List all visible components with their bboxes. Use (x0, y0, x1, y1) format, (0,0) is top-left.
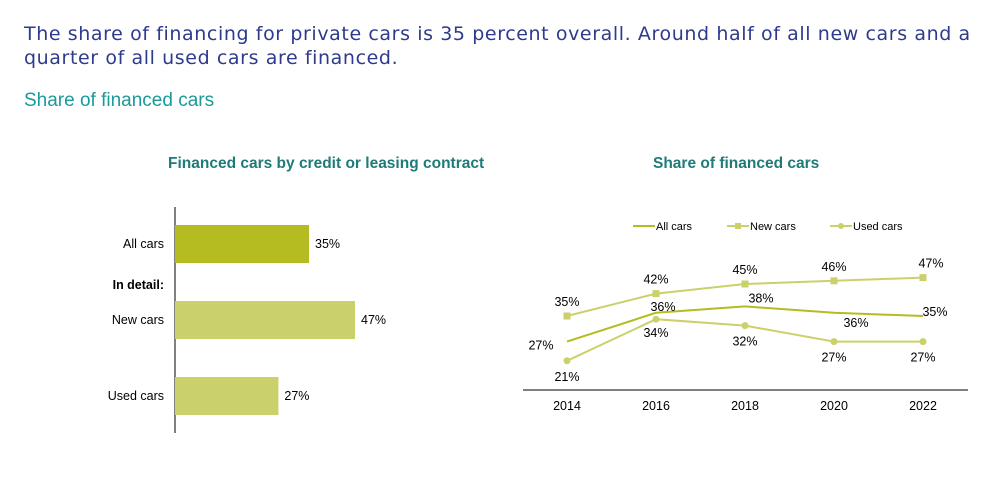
bar-category-label: All cars (123, 237, 164, 251)
data-label-used-cars: 34% (643, 326, 668, 340)
data-label-all-cars: 36% (650, 300, 675, 314)
point-used-cars (741, 322, 749, 330)
x-tick-label: 2022 (909, 399, 937, 413)
bar-chart: All cars 35% New cars 47% Used cars 27% In det… (108, 207, 386, 433)
x-tick-label: 2016 (642, 399, 670, 413)
bar-all-cars (175, 225, 310, 263)
data-label-used-cars: 21% (554, 370, 579, 384)
line-chart: 2014 2016 2018 2020 2022 27% 36% 38% 36% 35% 35% 42… (523, 221, 968, 413)
point-used-cars (830, 338, 838, 346)
point-new-cars (830, 277, 838, 285)
x-tick-label: 2014 (553, 399, 581, 413)
bar-category-label: New cars (112, 313, 164, 327)
bar-new-cars (175, 301, 355, 339)
data-label-all-cars: 38% (748, 291, 773, 305)
data-label-new-cars: 47% (918, 257, 943, 271)
data-label-used-cars: 32% (732, 335, 757, 349)
bar-value-label: 35% (315, 237, 340, 251)
line-chart-title: Share of financed cars (653, 155, 820, 172)
data-label-used-cars: 27% (821, 351, 846, 365)
data-label-used-cars: 27% (910, 351, 935, 365)
point-new-cars (741, 280, 749, 288)
point-used-cars (919, 338, 927, 346)
point-new-cars (563, 312, 571, 320)
legend-marker-used-cars (838, 223, 844, 229)
data-label-all-cars: 27% (528, 339, 553, 353)
data-label-new-cars: 46% (821, 260, 846, 274)
data-label-all-cars: 35% (922, 305, 947, 319)
data-label-new-cars: 42% (643, 273, 668, 287)
point-used-cars (563, 357, 571, 365)
legend-marker-new-cars (735, 223, 741, 229)
data-label-new-cars: 45% (732, 263, 757, 277)
bar-used-cars (175, 377, 279, 415)
data-label-all-cars: 36% (843, 316, 868, 330)
legend-label-all-cars: All cars (656, 221, 693, 233)
bar-value-label: 47% (361, 313, 386, 327)
data-label-new-cars: 35% (554, 295, 579, 309)
x-tick-label: 2020 (820, 399, 848, 413)
bar-category-label: Used cars (108, 389, 164, 403)
section-label: In detail: (113, 278, 164, 292)
point-new-cars (919, 274, 927, 282)
bar-chart-title: Financed cars by credit or leasing contr… (168, 155, 485, 172)
headline: The share of financing for private cars … (24, 23, 971, 69)
bar-value-label: 27% (284, 389, 309, 403)
point-new-cars (652, 290, 660, 298)
legend-label-new-cars: New cars (750, 221, 796, 233)
legend-label-used-cars: Used cars (853, 221, 903, 233)
point-used-cars (652, 315, 660, 323)
subtitle: Share of financed cars (24, 90, 215, 111)
x-tick-label: 2018 (731, 399, 759, 413)
series-line-all-cars (566, 305, 924, 343)
